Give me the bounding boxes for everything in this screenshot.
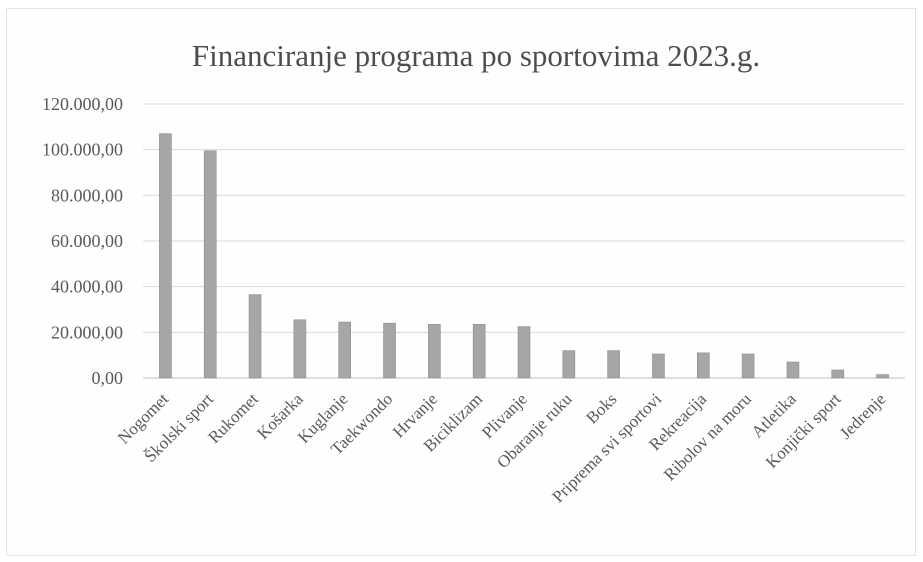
bar: [203, 150, 217, 379]
bar: [786, 361, 800, 379]
chart-frame: [6, 8, 916, 556]
bar: [696, 352, 710, 379]
x-tick-label: Boks: [582, 389, 620, 427]
bar: [338, 321, 352, 379]
bar: [876, 374, 889, 379]
bar: [293, 319, 307, 379]
y-axis-ticks: 0,00 20.000,00 40.000,00 60.000,00 80.000,00…: [42, 94, 123, 388]
bar: [831, 369, 845, 379]
bar: [248, 294, 262, 379]
bar: [562, 350, 576, 379]
bar: [472, 324, 486, 379]
bar: [159, 133, 172, 379]
x-tick-label: Rukomet: [204, 389, 262, 447]
y-tick-label: 120.000,00: [42, 94, 123, 114]
bar: [652, 353, 665, 379]
x-tick-label: Jedrenje: [836, 389, 889, 442]
y-tick-label: 20.000,00: [51, 322, 123, 342]
y-tick-label: 100.000,00: [42, 140, 123, 160]
chart-title: Financiranje programa po sportovima 2023…: [192, 38, 760, 73]
y-tick-label: 60.000,00: [51, 231, 123, 251]
y-tick-label: 0,00: [92, 368, 124, 388]
bar: [383, 322, 396, 379]
bar: [741, 353, 755, 379]
bars: [159, 133, 889, 379]
gridlines: [143, 103, 905, 379]
y-tick-label: 40.000,00: [51, 277, 123, 297]
bar: [607, 350, 620, 379]
bar: [517, 326, 531, 379]
bar: [428, 324, 441, 379]
y-tick-label: 80.000,00: [51, 185, 123, 205]
